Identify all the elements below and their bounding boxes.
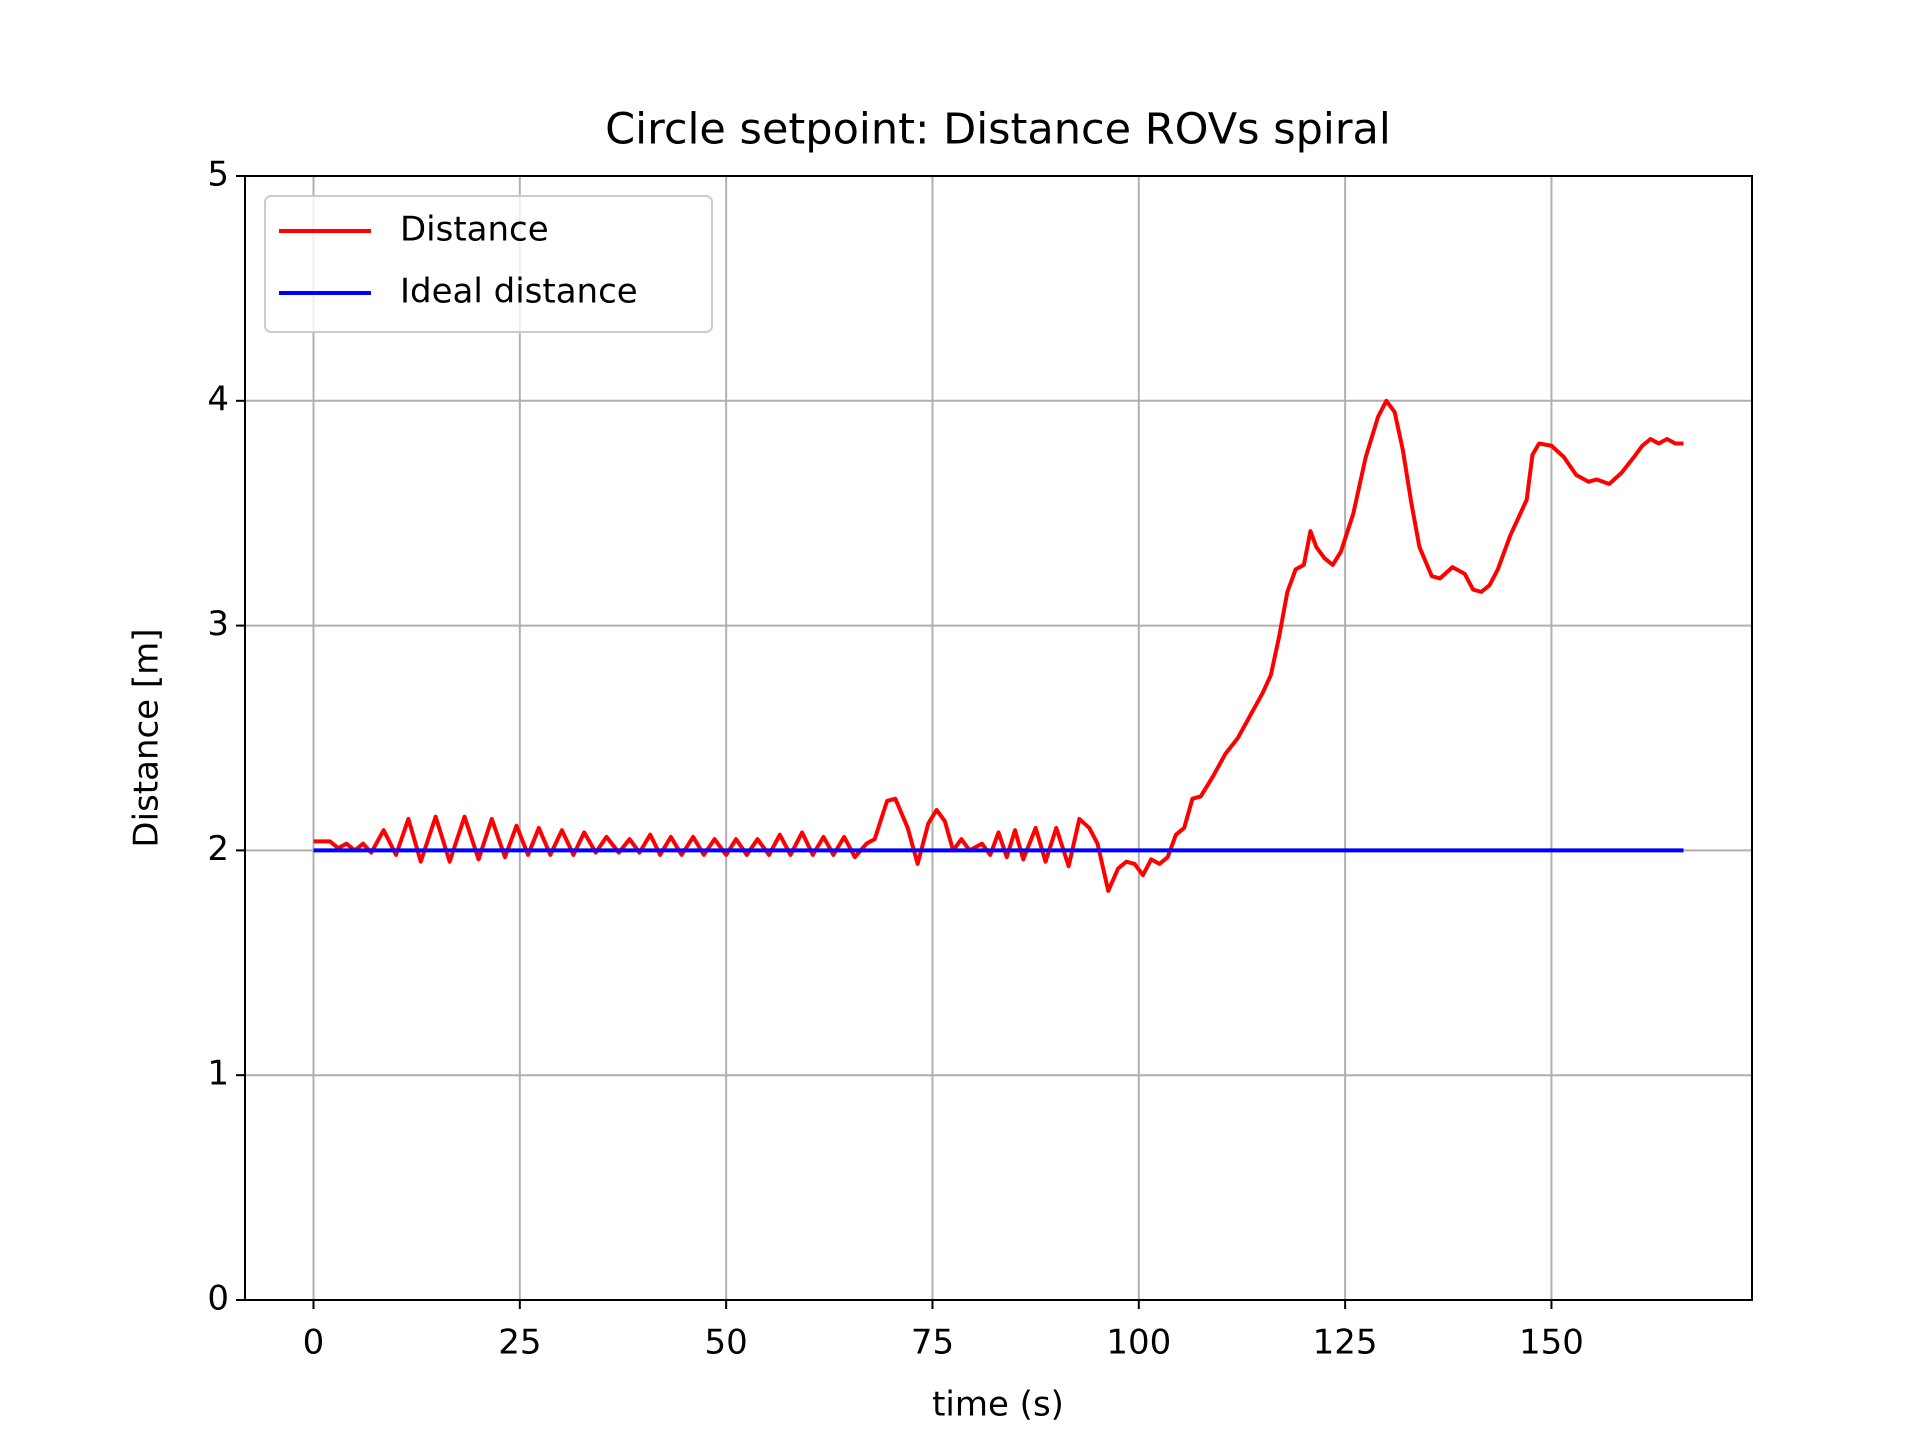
chart-title: Circle setpoint: Distance ROVs spiral xyxy=(605,105,1391,155)
x-tick-label: 100 xyxy=(1106,1323,1171,1363)
y-axis-label: Distance [m] xyxy=(127,628,167,847)
y-tick-label: 2 xyxy=(207,829,229,869)
plot-frame xyxy=(244,175,1753,1301)
x-axis-label: time (s) xyxy=(932,1385,1064,1425)
x-tick-label: 50 xyxy=(705,1323,748,1363)
x-tick-label: 75 xyxy=(911,1323,954,1363)
y-tick-label: 3 xyxy=(207,604,229,644)
y-tick-label: 1 xyxy=(207,1054,229,1094)
x-tick-label: 150 xyxy=(1519,1323,1584,1363)
y-tick-label: 4 xyxy=(207,379,229,419)
legend-label: Ideal distance xyxy=(400,272,638,312)
data-line xyxy=(313,398,1684,893)
legend-label: Distance xyxy=(400,210,549,250)
x-tick-label: 125 xyxy=(1313,1323,1378,1363)
x-tick-label: 0 xyxy=(303,1323,325,1363)
x-tick-label: 25 xyxy=(498,1323,541,1363)
legend-box xyxy=(264,195,713,333)
y-tick-label: 0 xyxy=(207,1279,229,1319)
y-tick-label: 5 xyxy=(207,155,229,195)
